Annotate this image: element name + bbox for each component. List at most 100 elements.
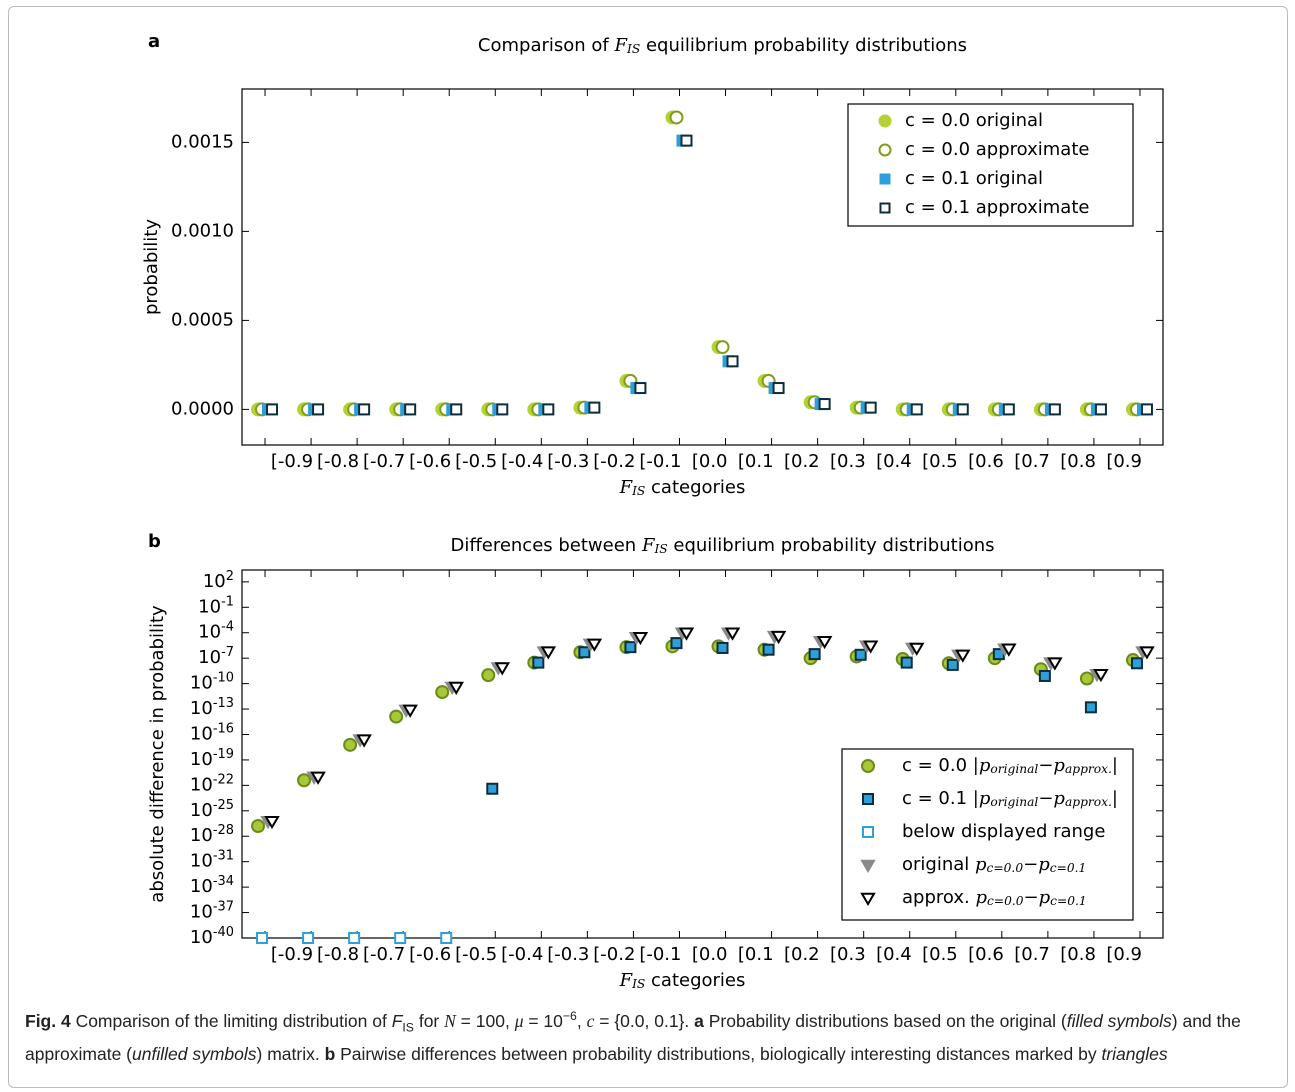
x-tick-label: [0.2: [784, 451, 820, 472]
x-tick-label: [-0.1: [639, 944, 681, 965]
marker-triangle: [860, 892, 876, 906]
x-tick-label: [-0.9: [271, 451, 313, 472]
tick-exponent: -7: [221, 645, 234, 660]
marker-square: [588, 401, 601, 414]
x-tick-label: [-0.9: [271, 944, 313, 965]
caption-part: = {0.0, 0.1}.: [594, 1010, 695, 1031]
text-part: approx.: [902, 887, 975, 908]
marker-triangle: [724, 627, 741, 641]
text-part: IS: [626, 42, 640, 56]
y-tick-label: 10-34: [190, 874, 234, 897]
marker-square: [440, 932, 453, 944]
y-axis-label: absolute difference in probability: [147, 605, 168, 903]
marker-square: [862, 826, 874, 838]
marker-triangle: [540, 646, 557, 660]
marker-circle: [861, 759, 875, 773]
marker-square: [879, 202, 891, 214]
marker-square: [578, 646, 591, 659]
x-tick-label: [0.1: [738, 451, 774, 472]
marker-triangle: [402, 704, 418, 718]
marker-square: [1094, 403, 1107, 416]
tick-base: 10: [203, 571, 226, 592]
x-axis-label: FIS categories: [619, 477, 746, 498]
marker-circle: [251, 819, 266, 834]
x-tick-label: [-0.4: [501, 451, 543, 472]
tick-exponent: -31: [213, 849, 234, 864]
y-tick-label: 10-13: [190, 696, 234, 719]
caption-part: = 10: [523, 1010, 563, 1031]
text-part: c=0.0: [987, 861, 1024, 875]
text-part: −p: [1038, 755, 1065, 776]
tick-exponent: -13: [213, 696, 234, 711]
marker-square: [266, 403, 279, 416]
marker-square: [532, 656, 545, 669]
caption-part: Fig. 4: [25, 1010, 71, 1031]
caption-part: Comparison of the limiting distribution …: [70, 1010, 392, 1031]
marker-square: [772, 382, 785, 395]
tick-base: 10: [190, 825, 213, 846]
text-part: IS: [653, 542, 667, 556]
x-tick-label: [-0.3: [547, 451, 589, 472]
marker-circle: [343, 737, 358, 752]
legend-label: c = 0.0 approximate: [905, 139, 1089, 160]
caption-part: ) and the approximate (: [25, 1010, 1241, 1065]
marker-square: [1002, 403, 1015, 416]
figure-frame: [8, 6, 1288, 1088]
y-tick-label: 10-19: [190, 747, 234, 770]
tick-exponent: -10: [213, 671, 234, 686]
markers: [251, 627, 1155, 944]
caption-part: b: [324, 1044, 336, 1065]
x-tick-label: [0.7: [1014, 944, 1050, 965]
plot-frame: [241, 88, 1164, 446]
text-part: approx.: [1065, 795, 1112, 809]
text-part: |p: [973, 755, 991, 776]
marker-square: [864, 401, 877, 414]
tick-exponent: -25: [213, 798, 234, 813]
x-tick-label: [0.0: [692, 944, 728, 965]
tick-exponent: -34: [213, 874, 234, 889]
legend-label: c = 0.0 original: [905, 110, 1043, 131]
marker-square: [486, 782, 499, 795]
marker-triangle: [816, 636, 833, 650]
legend-label: c = 0.1 approximate: [905, 197, 1089, 218]
text-part: p: [975, 887, 987, 908]
tick-base: 10: [198, 596, 221, 617]
text-part: F: [641, 535, 656, 556]
legend-label: approx. pc=0.0−pc=0.1: [902, 887, 1087, 908]
marker-triangle: [860, 859, 876, 873]
legend-box: [841, 748, 1134, 921]
text-part: Differences between: [450, 535, 641, 556]
tick-exponent: -16: [213, 722, 234, 737]
marker-square: [680, 134, 693, 147]
x-tick-label: [-0.4: [501, 944, 543, 965]
tick-base: 10: [190, 800, 213, 821]
caption-part: c: [586, 1010, 595, 1031]
text-part: equilibrium probability distributions: [640, 35, 967, 56]
caption-part: Probability distributions based on the o…: [703, 1010, 1067, 1031]
x-tick-label: [-0.8: [317, 944, 359, 965]
marker-square: [1084, 701, 1097, 714]
marker-triangle: [310, 771, 326, 785]
tick-base: 10: [190, 774, 213, 795]
marker-triangle: [448, 681, 464, 695]
text-part: IS: [631, 977, 645, 991]
legend-label: c = 0.1 |poriginal−papprox.|: [902, 788, 1118, 809]
x-tick-label: [-0.2: [593, 451, 635, 472]
y-tick-label: 102: [203, 569, 234, 592]
marker-square: [808, 648, 821, 661]
tick-base: 10: [190, 673, 213, 694]
panel-letter: b: [148, 531, 161, 552]
tick-base: 0.0015: [171, 131, 234, 152]
x-tick-label: [0.5: [922, 944, 958, 965]
text-part: equilibrium probability distributions: [668, 535, 995, 556]
legend-box: [847, 103, 1134, 227]
marker-square: [312, 403, 325, 416]
marker-circle: [669, 110, 684, 125]
marker-square: [404, 403, 417, 416]
marker-square: [818, 398, 831, 411]
marker-triangle: [356, 734, 372, 748]
marker-square: [624, 641, 637, 654]
marker-square: [256, 932, 269, 944]
marker-square: [762, 643, 775, 656]
